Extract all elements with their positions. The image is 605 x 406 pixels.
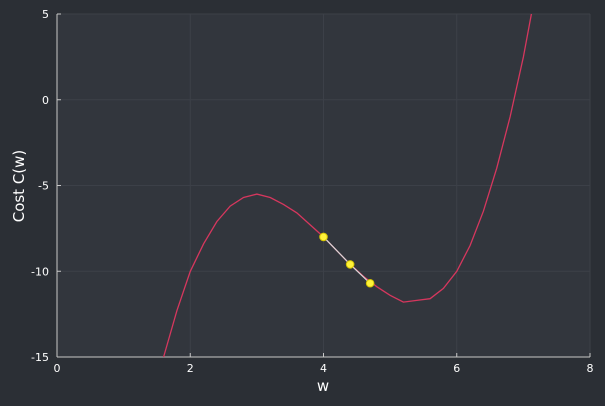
grid-lines — [56, 13, 591, 358]
tick-labels: 0 2 4 6 8 5 0 -5 -10 -15 — [31, 8, 593, 375]
x-tick-label: 4 — [320, 362, 327, 375]
x-tick-label: 8 — [587, 362, 594, 375]
y-tick-label: 0 — [42, 94, 49, 107]
series — [162, 13, 533, 358]
y-tick-label: -10 — [31, 265, 49, 278]
axes — [56, 13, 591, 358]
x-axis-label: w — [317, 377, 329, 395]
gradient-step-point — [319, 232, 328, 242]
gradient-step-point — [365, 278, 375, 288]
y-tick-label: -15 — [31, 351, 49, 364]
y-tick-label: -5 — [38, 180, 49, 193]
y-tick-label: 5 — [42, 8, 49, 21]
y-axis-label: Cost C(w) — [10, 150, 28, 223]
gradient-step-point — [345, 260, 355, 269]
x-tick-label: 6 — [453, 362, 460, 375]
x-tick-label: 2 — [187, 362, 194, 375]
x-tick-label: 0 — [54, 362, 61, 375]
